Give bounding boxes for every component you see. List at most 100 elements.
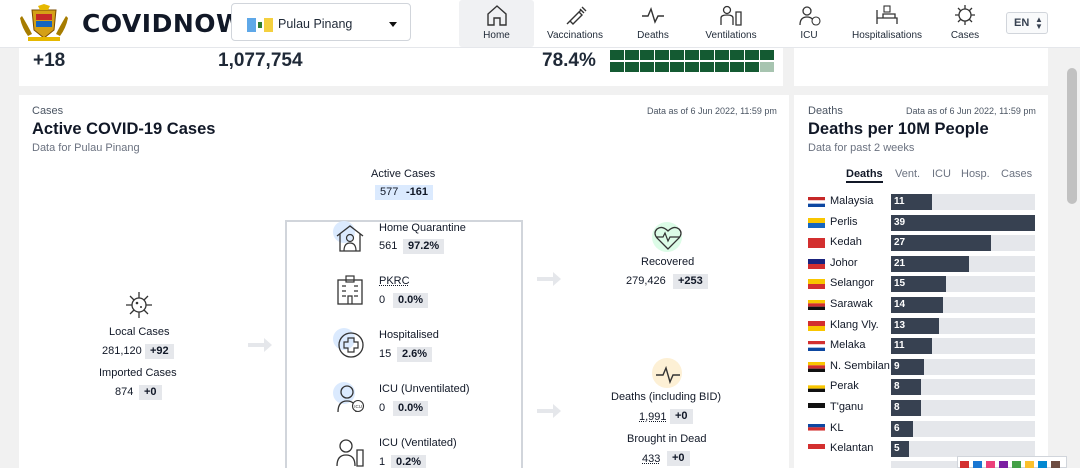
bar-value: 9 [894,361,900,372]
state-name: Perlis [830,216,858,228]
nav-home[interactable]: Home [459,0,534,47]
chevron-down-icon [389,22,397,27]
bar-track: 15 [891,276,1035,292]
tab-deaths[interactable]: Deaths [846,168,883,183]
state-flag-icon [808,218,825,228]
nav-vaccinations-label: Vaccinations [539,30,611,41]
progress-square [670,62,684,72]
home-icon [485,4,509,26]
bar-value: 15 [894,278,905,289]
state-name: Melaka [830,339,865,351]
icu-unventilated-value: 0 [379,402,385,414]
deaths-row-selangor: Selangor 15 [808,276,1036,292]
bar-track: 21 [891,256,1035,272]
bid-value[interactable]: 433 [642,453,660,465]
nav-home-label: Home [459,30,534,41]
deaths-row-melaka: Melaka 11 [808,338,1036,354]
active-cases-value: 577 [375,185,403,200]
progress-square [640,62,654,72]
bar-track: 39 [891,215,1035,231]
icu-ventilated-icon [334,436,366,468]
nav-cases-label: Cases [945,30,985,41]
icu-ventilated-value: 1 [379,456,385,468]
deaths-bid-value[interactable]: 1,991 [639,411,667,423]
bar-value: 27 [894,237,905,248]
bar-value: 6 [894,423,900,434]
scrollbar-thumb[interactable] [1067,68,1077,204]
nav-cases[interactable]: Cases [945,0,985,47]
icu-icon [797,4,821,26]
penang-flag-icon [247,18,273,32]
state-flag-icon [808,341,825,351]
deaths-row-sarawak: Sarawak 14 [808,297,1036,313]
bar-fill: 5 [891,441,909,457]
malaysia-coat-of-arms-logo[interactable] [18,4,70,44]
nav-ventilations-label: Ventilations [699,30,763,41]
deaths-bid-label: Deaths (including BID) [611,391,721,403]
state-name: Kelantan [830,442,873,454]
active-cases-delta: -161 [401,185,433,200]
icu-unventilated-icon: ICU [334,382,366,414]
page-scrollbar[interactable] [1064,48,1080,468]
bar-track: 13 [891,318,1035,334]
progress-square [655,62,669,72]
bar-value: 14 [894,299,905,310]
state-flag-icon [808,259,825,269]
state-flag-icon [808,197,825,207]
state-name: Kedah [830,236,862,248]
recovered-delta: +253 [673,274,708,289]
ime-toolbar[interactable] [957,456,1067,468]
language-label: EN [1014,17,1029,29]
state-name: Malaysia [830,195,873,207]
arrow-right-icon [537,404,561,418]
svg-text:ICU: ICU [354,404,362,409]
state-name: Klang Vly. [830,319,879,331]
state-dropdown[interactable]: Pulau Pinang [231,3,411,41]
pkrc-pct: 0.0% [393,293,428,308]
summary-percent: 78.4% [542,50,596,72]
nav-icu[interactable]: ICU [789,0,829,47]
state-flag-icon [808,382,825,392]
state-name: Sarawak [830,298,873,310]
quarantine-centre-icon [334,274,366,306]
deaths-row-kedah: Kedah 27 [808,235,1036,251]
brand-title[interactable]: COVIDNOW [82,9,244,38]
home-quarantine-icon [334,222,366,254]
bar-value: 11 [894,340,905,351]
bar-track: 9 [891,359,1035,375]
active-cases-label: Active Cases [371,168,435,180]
heart-pulse-icon [652,222,684,254]
bar-track: 8 [891,400,1035,416]
summary-card-right [794,48,1048,86]
imported-cases-value: 874 [115,386,133,398]
icu-ventilated-label: ICU (Ventilated) [379,437,457,449]
bar-fill: 27 [891,235,991,251]
hospitalised-label: Hospitalised [379,329,439,341]
selected-state: Pulau Pinang [278,17,352,31]
progress-square [685,50,699,60]
home-quarantine-label: Home Quarantine [379,222,466,234]
progress-square [625,50,639,60]
state-flag-icon [808,362,825,372]
state-name: N. Sembilan [830,360,890,372]
tab-icu[interactable]: ICU [932,168,951,180]
deaths-row-johor: Johor 21 [808,256,1036,272]
summary-change: +18 [33,50,65,72]
tab-hospitalisation[interactable]: Hosp. [961,168,990,180]
progress-square [745,62,759,72]
nav-hospitalisations[interactable]: Hospitalisations [848,0,926,47]
pulse-icon [641,4,665,26]
language-select[interactable]: EN ▲ ▼ [1006,12,1048,34]
pkrc-label[interactable]: PKRC [379,275,410,287]
state-flag-icon [808,279,825,289]
tab-cases[interactable]: Cases [1001,168,1032,180]
progress-square [640,50,654,60]
nav-ventilations[interactable]: Ventilations [699,0,763,47]
bar-fill: 9 [891,359,924,375]
deaths-row-perlis: Perlis 39 [808,215,1036,231]
tab-ventilation[interactable]: Vent. [895,168,920,180]
nav-vaccinations[interactable]: Vaccinations [539,0,611,47]
progress-square [655,50,669,60]
progress-square [760,62,774,72]
nav-deaths[interactable]: Deaths [623,0,683,47]
